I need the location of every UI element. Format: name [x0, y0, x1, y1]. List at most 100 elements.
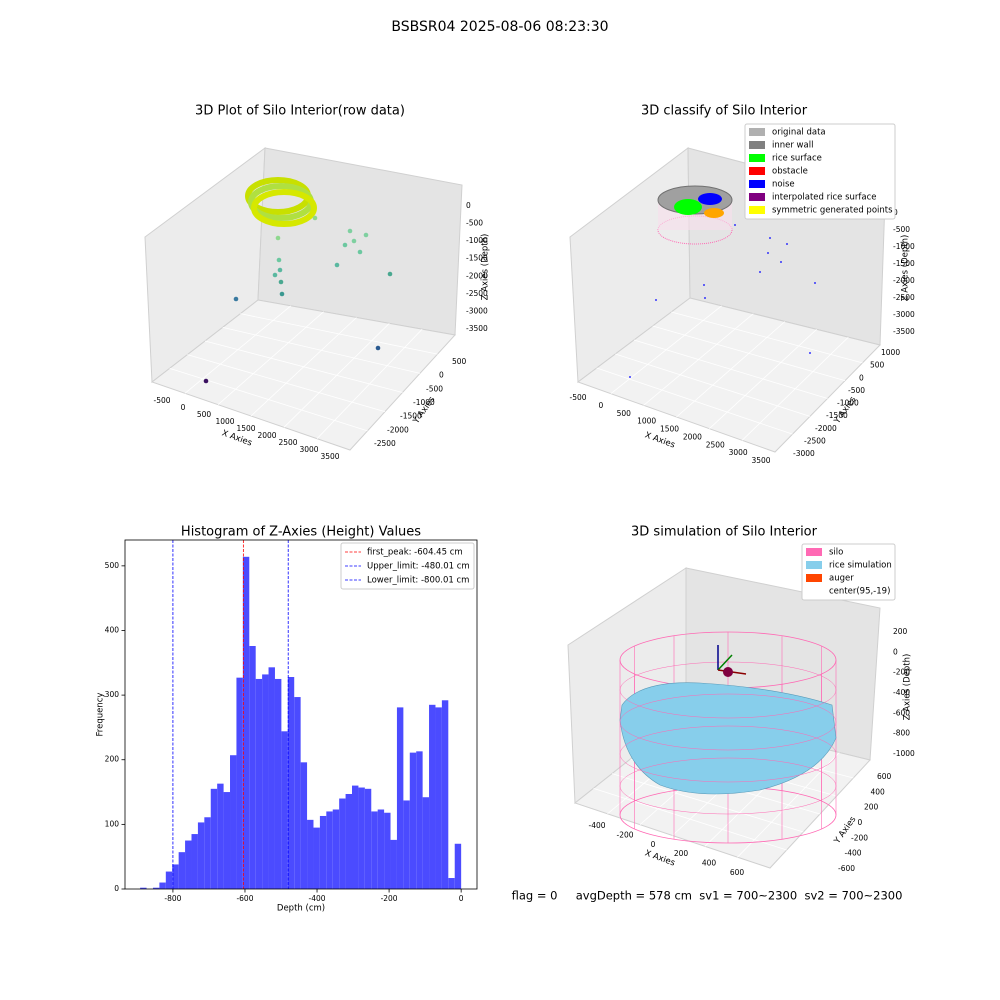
x-tick-label: 1000	[637, 417, 656, 426]
noise-point	[704, 297, 706, 299]
bar	[165, 871, 173, 889]
point	[278, 279, 284, 285]
z-tick-label: -2000	[893, 276, 915, 285]
z-tick-label: -3000	[893, 310, 915, 319]
point	[277, 267, 283, 273]
bar	[448, 878, 455, 889]
x-tick-label: 3000	[299, 445, 318, 454]
bar	[249, 645, 256, 889]
z-tick-label: -500	[466, 219, 483, 228]
point	[275, 235, 281, 241]
bar	[403, 800, 410, 889]
legend-box	[801, 543, 896, 601]
x-tick-label: 500	[617, 409, 632, 418]
z-tick-label: -1500	[893, 259, 915, 268]
legend-label: interpolated rice surface	[772, 193, 877, 203]
legend-swatch	[806, 561, 822, 569]
noise-point	[769, 237, 771, 239]
x-tick-label: -600	[236, 894, 253, 903]
bar	[396, 707, 404, 889]
legend-label: auger	[829, 574, 854, 584]
point	[342, 242, 348, 248]
bar	[364, 788, 372, 889]
x-tick-label: 2000	[683, 432, 702, 441]
x-tick-label: 0	[459, 894, 464, 903]
z-tick-label: -1000	[893, 749, 915, 758]
noise-point	[809, 352, 811, 354]
z-tick-label: -2000	[466, 271, 488, 280]
noise-point	[814, 282, 816, 284]
figure-title: BSBSR04 2025-08-06 08:23:30	[391, 19, 608, 35]
bar	[339, 798, 346, 889]
noise-point	[734, 224, 736, 226]
bar	[281, 731, 288, 889]
legend-swatch	[749, 141, 765, 149]
bar	[140, 887, 147, 889]
bar	[454, 843, 462, 889]
y-tick-label: -600	[838, 864, 855, 873]
legend-label: first_peak: -604.45 cm	[367, 548, 463, 558]
y-tick-label: -400	[845, 849, 862, 858]
bar	[377, 809, 385, 889]
y-tick-label: 100	[105, 819, 120, 828]
bar	[255, 678, 263, 889]
axis-label: Z Axies (Depth)	[901, 235, 911, 302]
x-tick-label: 2500	[706, 440, 725, 449]
y-tick-label: 500	[452, 357, 467, 366]
bar	[287, 677, 295, 889]
z-tick-label: 0	[466, 201, 471, 210]
y-tick-label: 300	[105, 690, 120, 699]
x-tick-label: 3500	[751, 456, 770, 465]
noise	[698, 193, 722, 205]
x-tick-label: -200	[381, 894, 398, 903]
silo-ring	[619, 757, 837, 815]
y-tick-label: -3000	[793, 449, 815, 458]
legend-box	[744, 123, 896, 220]
z-tick-label: -1500	[466, 254, 488, 263]
x-tick-label: 500	[197, 410, 212, 419]
bar	[152, 887, 160, 889]
symmetric-points	[704, 208, 724, 218]
y-tick-label: 400	[105, 625, 120, 634]
noise-point	[767, 252, 769, 254]
chart-title: Histogram of Z-Axies (Height) Values	[181, 525, 421, 540]
legend-label: inner wall	[772, 141, 813, 151]
z-tick-label: -600	[893, 708, 910, 717]
point	[351, 238, 357, 244]
noise-point	[786, 243, 788, 245]
x-tick-label: 2500	[278, 438, 297, 447]
point	[334, 262, 340, 268]
bar	[371, 811, 378, 889]
point	[363, 232, 369, 238]
bar	[435, 707, 442, 889]
y-tick-label: 600	[877, 772, 892, 781]
silo-ring	[619, 725, 837, 783]
z-tick-label: -3000	[466, 306, 488, 315]
legend-label: Lower_limit: -800.01 cm	[367, 576, 469, 586]
bar	[422, 797, 430, 889]
x-tick-label: -500	[153, 396, 170, 405]
x-tick-label: 1500	[660, 425, 679, 434]
axis-label: X Axies	[643, 848, 676, 868]
noise-point	[655, 299, 657, 301]
bar	[230, 755, 237, 889]
z-tick-label: 0	[893, 647, 898, 656]
x-tick-label: -400	[588, 821, 605, 830]
auger-axis	[717, 654, 733, 671]
legend-label: obstacle	[772, 167, 808, 177]
bar	[236, 677, 243, 889]
y-tick-label: -1000	[837, 399, 859, 408]
axes-frame	[124, 539, 478, 890]
bar	[294, 697, 301, 889]
bar	[268, 667, 275, 889]
bar	[197, 822, 205, 889]
point-cloud	[251, 189, 317, 227]
z-tick-label: -200	[893, 668, 910, 677]
y-tick-label: 1000	[881, 348, 900, 357]
x-tick-label: 3000	[729, 448, 748, 457]
bar	[409, 752, 417, 889]
x-tick-label: 1000	[215, 417, 234, 426]
y-tick-label: -1000	[413, 398, 435, 407]
legend-label: center(95,-19)	[829, 587, 890, 597]
